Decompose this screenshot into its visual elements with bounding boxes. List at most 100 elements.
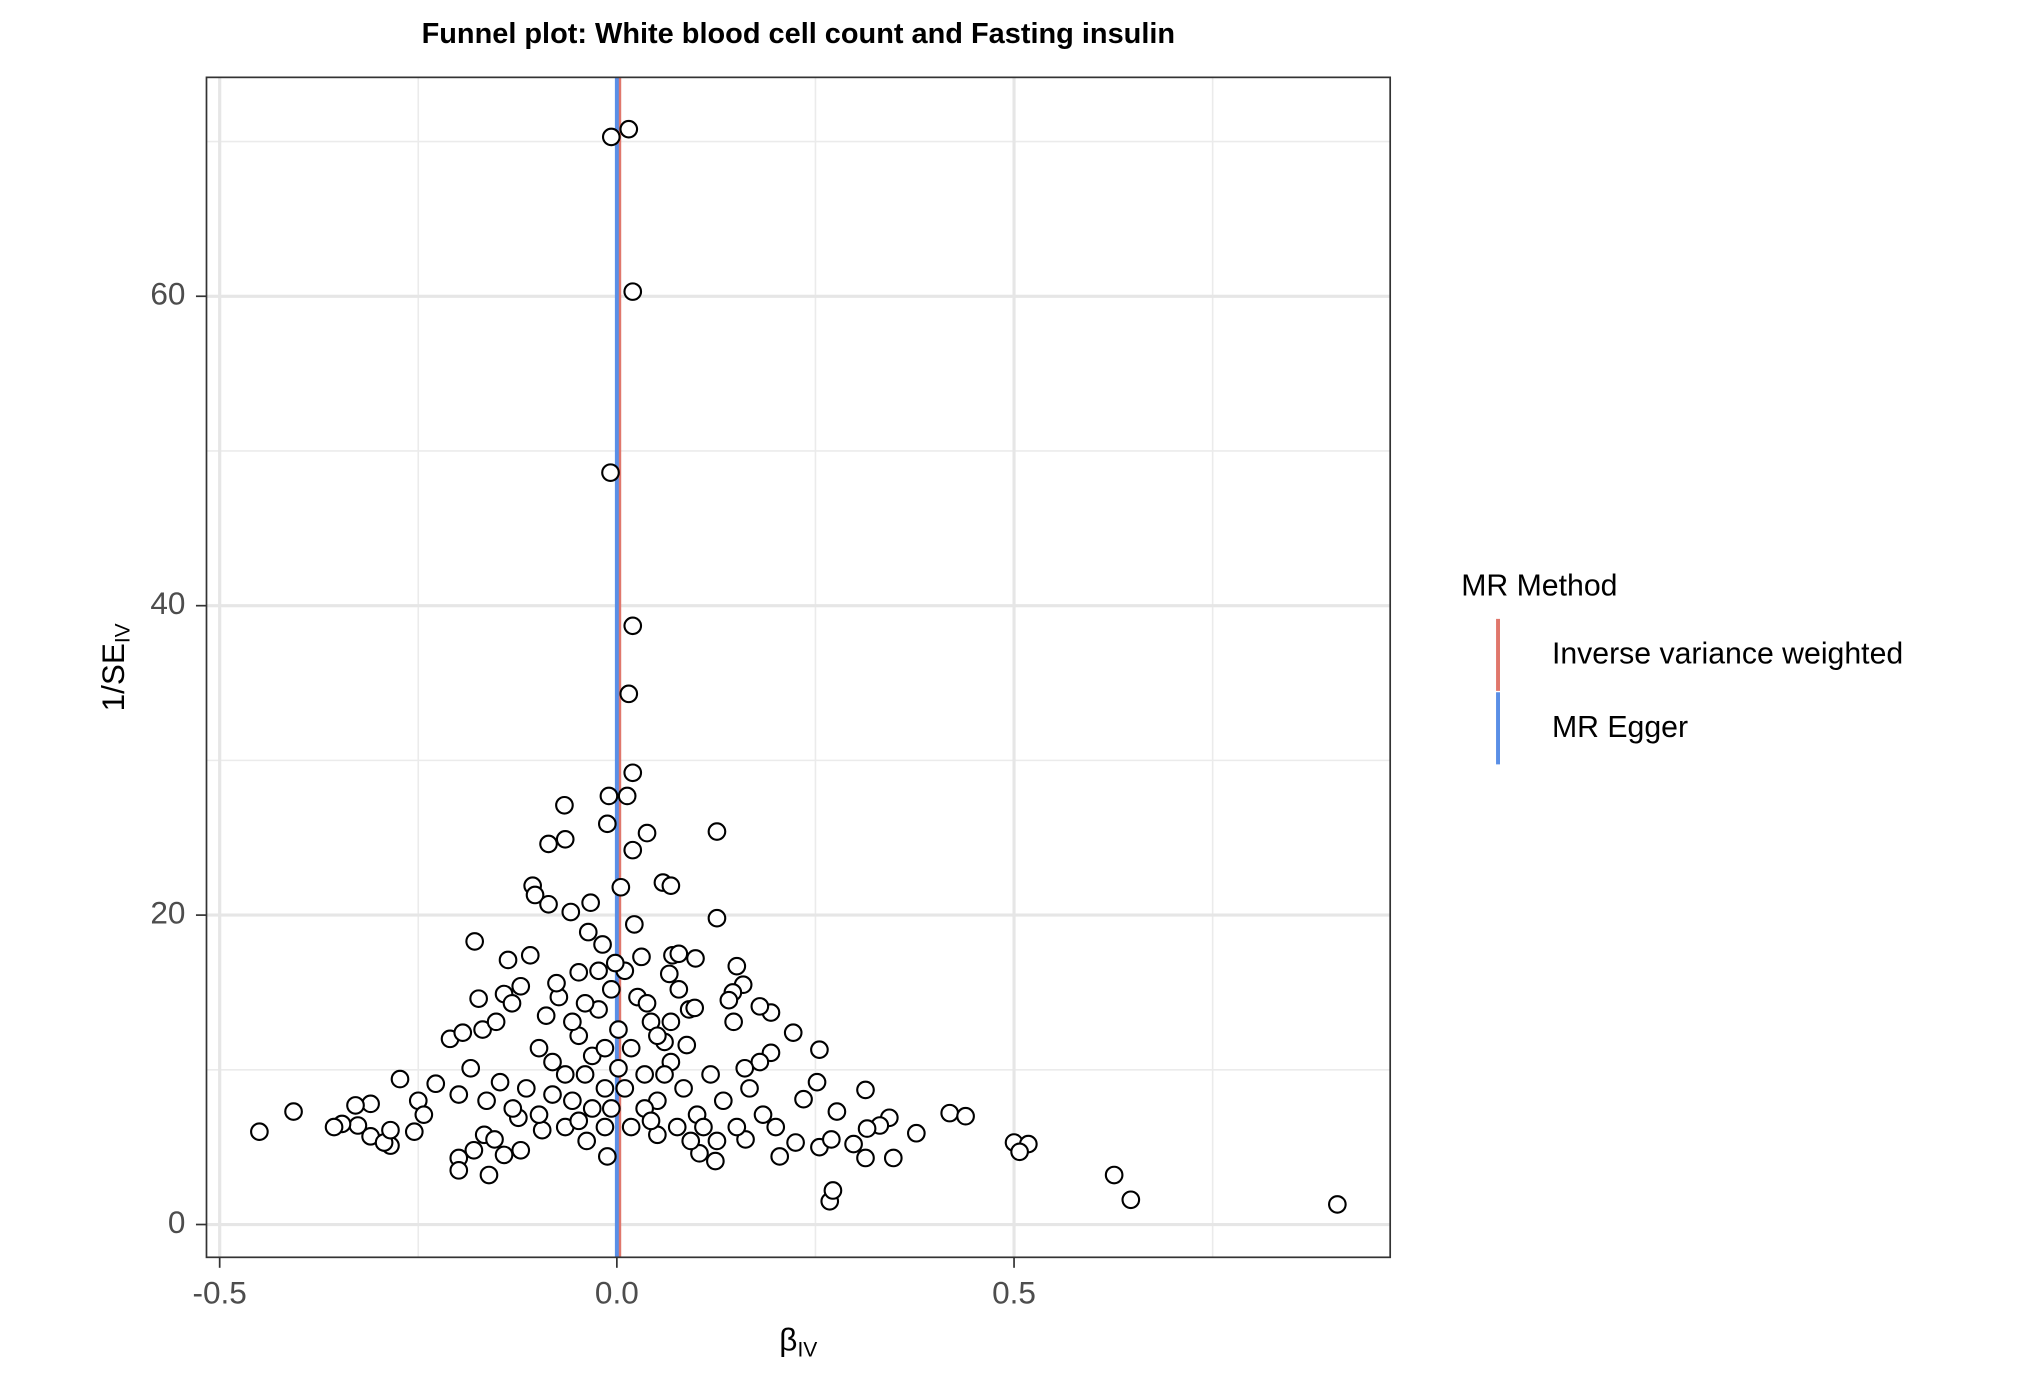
point bbox=[563, 1091, 582, 1111]
point bbox=[597, 814, 617, 834]
point bbox=[623, 616, 643, 636]
y-tick-label: 60 bbox=[150, 276, 185, 312]
point bbox=[685, 998, 705, 1018]
point bbox=[783, 1023, 803, 1042]
point bbox=[770, 1147, 790, 1166]
point bbox=[536, 1006, 556, 1025]
point bbox=[623, 763, 643, 783]
point bbox=[502, 993, 522, 1013]
x-label-main: β bbox=[779, 1322, 797, 1358]
point bbox=[690, 1144, 709, 1163]
point bbox=[494, 1145, 514, 1165]
point bbox=[619, 684, 639, 704]
point bbox=[794, 1089, 813, 1109]
point bbox=[477, 1091, 496, 1111]
panel-border bbox=[205, 76, 1392, 1259]
point bbox=[707, 1131, 727, 1151]
point bbox=[529, 1105, 549, 1124]
point bbox=[648, 1026, 667, 1046]
point bbox=[1121, 1190, 1141, 1210]
point bbox=[827, 1102, 847, 1121]
point bbox=[601, 463, 620, 482]
point bbox=[669, 980, 689, 999]
point bbox=[1104, 1165, 1124, 1185]
point bbox=[284, 1102, 303, 1121]
point bbox=[823, 1181, 843, 1200]
point bbox=[461, 1058, 481, 1078]
point bbox=[615, 1079, 635, 1098]
point bbox=[659, 964, 679, 984]
point bbox=[641, 1111, 661, 1131]
point bbox=[605, 953, 625, 973]
x-tick-label: 0.0 bbox=[595, 1275, 639, 1311]
chart-title: Funnel plot: White blood cell count and … bbox=[422, 18, 1175, 50]
point bbox=[525, 885, 545, 905]
axes: -0.5 0.0 0.5 0 20 40 60 bbox=[150, 276, 1036, 1311]
point bbox=[404, 1122, 424, 1142]
point bbox=[822, 1130, 841, 1149]
point bbox=[250, 1122, 269, 1142]
point bbox=[575, 1065, 595, 1084]
point bbox=[624, 915, 644, 934]
y-tick-label: 0 bbox=[168, 1204, 186, 1240]
legend-label: Inverse variance weighted bbox=[1552, 638, 1903, 671]
point bbox=[735, 1058, 755, 1078]
point bbox=[569, 1111, 589, 1131]
point bbox=[516, 1079, 536, 1098]
point bbox=[543, 1052, 562, 1072]
point bbox=[883, 1148, 903, 1168]
point bbox=[623, 282, 643, 301]
point bbox=[601, 980, 621, 999]
point bbox=[555, 795, 574, 815]
point bbox=[740, 1079, 759, 1098]
point bbox=[727, 956, 747, 976]
point bbox=[581, 893, 600, 913]
point bbox=[619, 119, 639, 139]
point bbox=[532, 1120, 552, 1140]
point bbox=[555, 829, 575, 849]
point bbox=[635, 1065, 654, 1084]
point bbox=[390, 1069, 410, 1089]
point bbox=[617, 786, 637, 806]
point bbox=[906, 1123, 926, 1143]
point bbox=[766, 1117, 786, 1137]
point bbox=[669, 944, 689, 964]
point bbox=[486, 1012, 506, 1032]
point bbox=[637, 993, 657, 1013]
point bbox=[464, 1140, 484, 1160]
point bbox=[701, 1065, 720, 1084]
point bbox=[589, 961, 608, 981]
point bbox=[856, 1148, 875, 1168]
point bbox=[595, 1038, 615, 1058]
point bbox=[621, 1117, 641, 1137]
point bbox=[361, 1094, 380, 1114]
point bbox=[578, 922, 598, 942]
point bbox=[750, 997, 770, 1016]
point bbox=[555, 1065, 575, 1084]
point bbox=[511, 976, 531, 996]
point bbox=[727, 1117, 747, 1137]
point bbox=[465, 932, 485, 951]
point bbox=[713, 1091, 733, 1111]
point bbox=[414, 1105, 434, 1124]
x-tick-label: -0.5 bbox=[192, 1275, 246, 1311]
point bbox=[473, 1020, 492, 1039]
point bbox=[381, 1120, 400, 1140]
grid bbox=[206, 77, 1391, 1258]
x-tick-label: 0.5 bbox=[992, 1275, 1036, 1311]
points bbox=[250, 119, 1347, 1214]
point bbox=[719, 990, 739, 1010]
point bbox=[490, 1072, 510, 1092]
point bbox=[786, 1133, 805, 1152]
point bbox=[485, 1130, 504, 1149]
point bbox=[547, 973, 566, 993]
point bbox=[674, 1079, 693, 1098]
point bbox=[529, 1038, 549, 1058]
y-label-main: 1/SE bbox=[95, 643, 131, 711]
point bbox=[601, 127, 621, 147]
point bbox=[498, 950, 518, 970]
legend-title: MR Method bbox=[1461, 569, 1617, 602]
point bbox=[449, 1085, 469, 1104]
